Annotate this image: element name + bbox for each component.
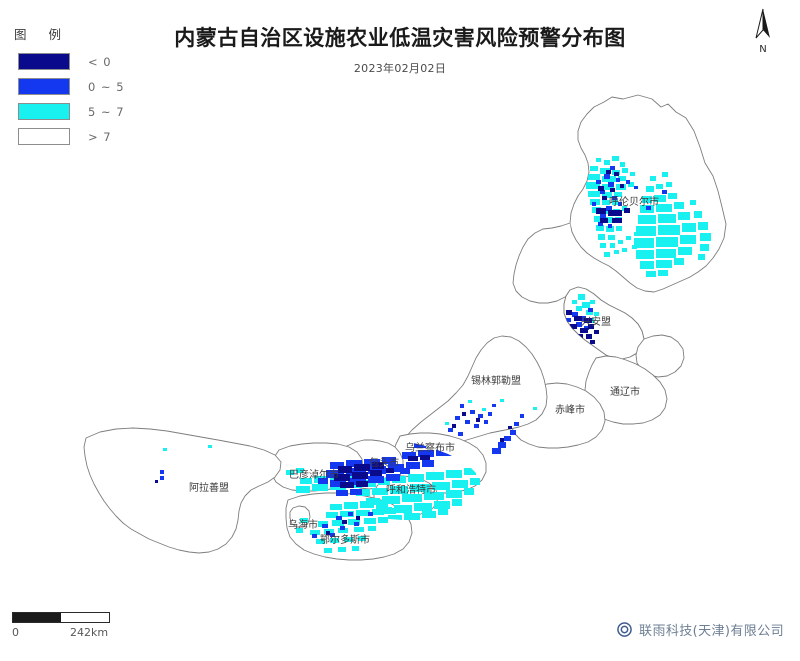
- map-label-ulanqab: 乌兰察布市: [405, 441, 455, 454]
- map-label-bayannur: 巴彦淖尔市: [289, 468, 339, 481]
- company-logo-icon: [617, 622, 632, 637]
- risk-cells-xilingol: [445, 399, 504, 436]
- map-label-tongliao: 通辽市: [610, 385, 640, 398]
- scale-segment-empty: [61, 613, 109, 622]
- legend-label-5to7: 5 ~ 7: [88, 104, 125, 119]
- legend-swatch-0to5: [18, 78, 70, 95]
- scale-bar: 0 242km: [12, 612, 142, 640]
- north-arrow: N: [748, 8, 778, 55]
- map-label-ordos: 鄂尔多斯市: [320, 533, 370, 546]
- map-label-chifeng: 赤峰市: [555, 403, 585, 416]
- company-name: 联雨科技(天津)有限公司: [639, 624, 784, 639]
- map-label-wuhai: 乌海市: [288, 518, 318, 531]
- map-label-xilingol: 锡林郭勒盟: [471, 374, 521, 387]
- scale-segment-filled: [13, 613, 61, 622]
- legend-item-0to5: 0 ~ 5: [8, 75, 148, 98]
- map-label-xinganmeng: 兴安盟: [581, 315, 611, 328]
- legend-swatch-gt7: [18, 128, 70, 145]
- risk-cells-hulunbuir: [586, 156, 711, 277]
- risk-cells-ordos: [296, 500, 396, 553]
- risk-cells-chifeng-scatter: [492, 407, 537, 454]
- map-label-hohhot: 呼和浩特市: [386, 483, 436, 496]
- region-xilingol: [402, 335, 548, 451]
- risk-cells-alxa: [155, 445, 212, 483]
- scale-label-max: 242km: [70, 626, 109, 639]
- legend-title: 图 例: [14, 27, 70, 42]
- legend-item-lt0: < 0: [8, 50, 148, 73]
- map-canvas[interactable]: 呼伦贝尔市 兴安盟 锡林郭勒盟 通辽市 赤峰市 乌兰察布市 包头市 巴彦淖尔市 …: [0, 90, 800, 590]
- scale-label-min: 0: [12, 626, 19, 639]
- legend-swatch-5to7: [18, 103, 70, 120]
- scale-bar-labels: 0 242km: [12, 626, 122, 640]
- scale-bar-graphic: [12, 612, 110, 623]
- region-xingan-east-lobe: [635, 334, 685, 378]
- map-label-alxa: 阿拉善盟: [189, 481, 229, 494]
- company-watermark: 联雨科技(天津)有限公司: [617, 620, 784, 639]
- north-arrow-label: N: [759, 44, 767, 55]
- legend-label-0to5: 0 ~ 5: [88, 79, 125, 94]
- legend-label-lt0: < 0: [88, 54, 112, 69]
- legend-item-5to7: 5 ~ 7: [8, 100, 148, 123]
- north-arrow-icon: [755, 8, 770, 39]
- region-alxa: [83, 427, 282, 554]
- legend-item-gt7: > 7: [8, 125, 148, 148]
- legend-panel: 图 例 < 0 0 ~ 5 5 ~ 7 > 7: [8, 24, 148, 150]
- map-label-hulunbuir: 呼伦贝尔市: [609, 195, 659, 208]
- map-label-baotou: 包头市: [369, 456, 399, 469]
- legend-swatch-lt0: [18, 53, 70, 70]
- legend-label-gt7: > 7: [88, 129, 112, 144]
